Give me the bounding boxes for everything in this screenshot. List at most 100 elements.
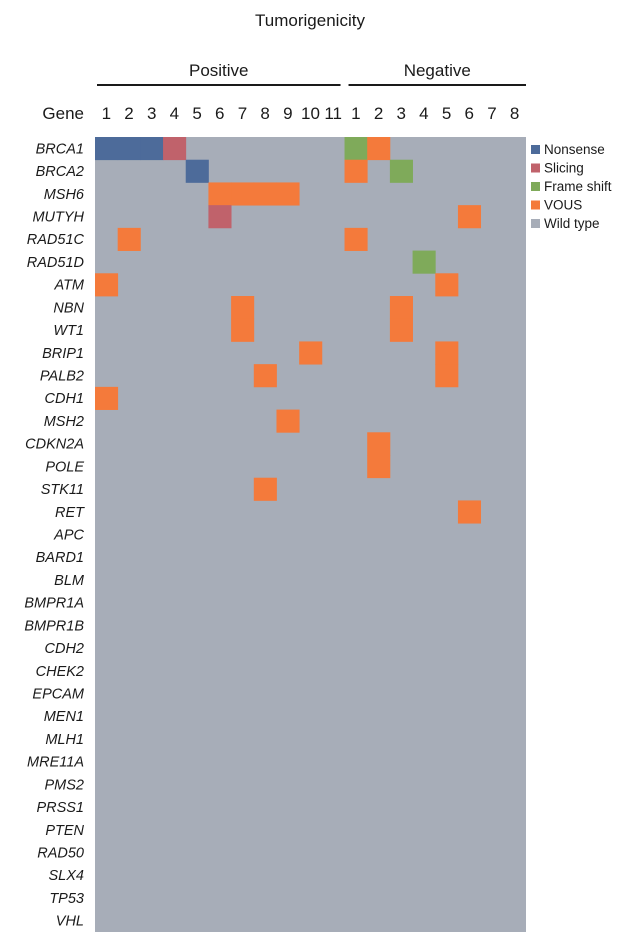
column-label-negative-1: 1 bbox=[351, 104, 360, 123]
cell-brca1-positive-4 bbox=[163, 137, 187, 161]
cell-mutyh-positive-6 bbox=[208, 205, 232, 229]
gene-label-bard1: BARD1 bbox=[36, 550, 84, 566]
column-labels: 1 2 3 4 5 6 7 8 9 10 11 1 2 3 4 5 6 7 8 bbox=[102, 104, 520, 123]
gene-label-atm: ATM bbox=[53, 278, 84, 294]
gene-label-mre11a: MRE11A bbox=[27, 755, 84, 771]
gene-label-nbn: NBN bbox=[53, 300, 84, 316]
cell-brca1-positive-3 bbox=[140, 137, 164, 161]
cell-palb2-positive-8 bbox=[253, 364, 277, 388]
cell-pole-negative-2 bbox=[367, 455, 391, 479]
cell-brca2-negative-3 bbox=[389, 159, 413, 183]
gene-labels: BRCA1 BRCA2 MSH6 MUTYH RAD51C RAD51D ATM NBN WT1… bbox=[24, 141, 85, 929]
gene-label-prss1: PRSS1 bbox=[36, 800, 84, 816]
chart-title: Tumorigenicity bbox=[255, 11, 365, 30]
group-headers: Positive Negative bbox=[97, 61, 526, 86]
gene-column-header: Gene bbox=[42, 104, 84, 123]
gene-label-epcam: EPCAM bbox=[32, 687, 84, 703]
cell-brip1-negative-5 bbox=[435, 341, 459, 365]
wild-type-background bbox=[95, 137, 526, 932]
column-label-negative-6: 6 bbox=[465, 104, 474, 123]
legend-swatch-slicing bbox=[531, 163, 540, 173]
cell-brca2-negative-1 bbox=[344, 159, 368, 183]
gene-label-ret: RET bbox=[55, 505, 85, 521]
legend-swatch-frame-shift bbox=[531, 182, 540, 191]
legend-swatch-vous bbox=[531, 200, 540, 210]
cell-brca1-positive-2 bbox=[117, 137, 141, 161]
cell-msh6-positive-6 bbox=[208, 182, 232, 206]
column-label-positive-8: 8 bbox=[260, 104, 269, 123]
gene-label-mlh1: MLH1 bbox=[45, 732, 84, 748]
gene-label-msh6: MSH6 bbox=[44, 187, 85, 203]
cell-msh6-positive-8 bbox=[253, 182, 277, 206]
cell-palb2-negative-5 bbox=[435, 364, 459, 388]
cell-wt1-negative-3 bbox=[389, 318, 413, 342]
column-label-negative-8: 8 bbox=[510, 104, 519, 123]
cell-brca1-negative-2 bbox=[367, 137, 391, 161]
gene-label-cdkn2a: CDKN2A bbox=[25, 437, 84, 453]
column-label-positive-9: 9 bbox=[283, 104, 292, 123]
column-label-positive-3: 3 bbox=[147, 104, 156, 123]
gene-label-stk11: STK11 bbox=[41, 482, 84, 498]
gene-label-bmpr1a: BMPR1A bbox=[24, 596, 84, 612]
column-label-negative-3: 3 bbox=[397, 104, 406, 123]
cell-mutyh-negative-6 bbox=[457, 205, 482, 229]
cell-msh6-positive-7 bbox=[231, 182, 255, 206]
gene-label-bmpr1b: BMPR1B bbox=[24, 618, 84, 634]
column-label-positive-6: 6 bbox=[215, 104, 224, 123]
legend-swatch-wild-type bbox=[531, 219, 540, 228]
column-label-positive-4: 4 bbox=[170, 104, 179, 123]
gene-label-brip1: BRIP1 bbox=[42, 346, 84, 362]
gene-label-apc: APC bbox=[53, 528, 84, 544]
cell-rad51c-negative-1 bbox=[344, 227, 368, 251]
column-label-positive-7: 7 bbox=[238, 104, 247, 123]
cell-rad51d-negative-4 bbox=[412, 250, 436, 274]
column-label-negative-4: 4 bbox=[419, 104, 428, 123]
group-label-negative: Negative bbox=[404, 61, 471, 80]
gene-label-msh2: MSH2 bbox=[44, 414, 84, 430]
cell-ret-negative-6 bbox=[457, 500, 482, 524]
cell-nbn-negative-3 bbox=[389, 296, 413, 320]
cell-brca1-positive-1 bbox=[95, 137, 119, 161]
cell-cdh1-positive-1 bbox=[95, 386, 119, 410]
gene-label-rad50: RAD50 bbox=[37, 846, 84, 862]
column-label-negative-2: 2 bbox=[374, 104, 383, 123]
group-label-positive: Positive bbox=[189, 61, 249, 80]
cell-msh6-positive-9 bbox=[276, 182, 300, 206]
cell-rad51c-positive-2 bbox=[117, 227, 141, 251]
gene-label-brca1: BRCA1 bbox=[36, 141, 84, 157]
legend-label-vous: VOUS bbox=[544, 198, 582, 213]
legend-label-slicing: Slicing bbox=[544, 161, 584, 176]
cell-atm-negative-5 bbox=[435, 273, 459, 297]
gene-label-brca2: BRCA2 bbox=[36, 164, 84, 180]
gene-label-pten: PTEN bbox=[45, 823, 84, 839]
legend-swatch-nonsense bbox=[531, 145, 540, 154]
legend: Nonsense Slicing Frame shift VOUS Wild type bbox=[531, 142, 612, 231]
gene-label-mutyh: MUTYH bbox=[32, 210, 84, 226]
heatmap-cells bbox=[95, 137, 526, 932]
column-label-negative-5: 5 bbox=[442, 104, 451, 123]
gene-label-rad51c: RAD51C bbox=[27, 232, 85, 248]
gene-label-slx4: SLX4 bbox=[49, 868, 84, 884]
cell-stk11-positive-8 bbox=[253, 477, 277, 501]
cell-wt1-positive-7 bbox=[231, 318, 255, 342]
gene-label-tp53: TP53 bbox=[49, 891, 84, 907]
legend-label-frame-shift: Frame shift bbox=[544, 179, 612, 194]
cell-atm-positive-1 bbox=[95, 273, 119, 297]
cell-brca1-negative-1 bbox=[344, 137, 368, 161]
gene-label-rad51d: RAD51D bbox=[27, 255, 84, 271]
gene-label-cdh1: CDH1 bbox=[45, 391, 84, 407]
gene-label-blm: BLM bbox=[54, 573, 85, 589]
column-label-negative-7: 7 bbox=[487, 104, 496, 123]
cell-msh2-positive-9 bbox=[276, 409, 300, 433]
column-label-positive-2: 2 bbox=[124, 104, 133, 123]
legend-label-wild-type: Wild type bbox=[544, 216, 600, 231]
legend-label-nonsense: Nonsense bbox=[544, 142, 605, 157]
gene-label-men1: MEN1 bbox=[44, 709, 84, 725]
cell-cdkn2a-negative-2 bbox=[367, 432, 391, 456]
column-label-positive-1: 1 bbox=[102, 104, 111, 123]
column-label-positive-5: 5 bbox=[192, 104, 201, 123]
column-label-positive-11: 11 bbox=[324, 104, 342, 123]
cell-nbn-positive-7 bbox=[231, 296, 255, 320]
gene-label-cdh2: CDH2 bbox=[45, 641, 84, 657]
